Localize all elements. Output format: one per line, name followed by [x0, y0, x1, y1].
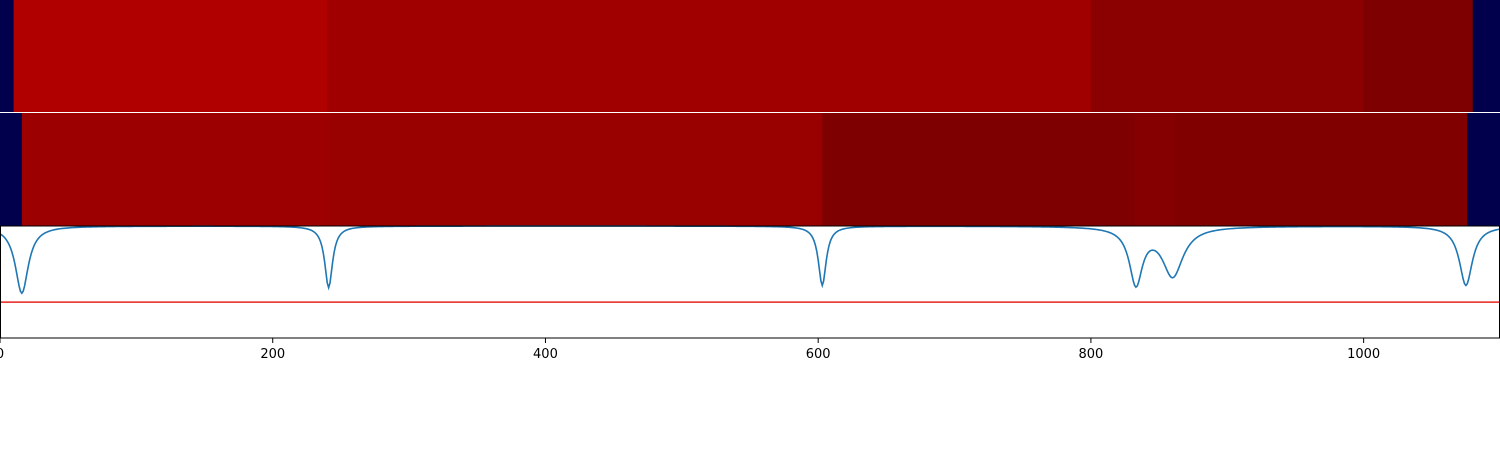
heatmap-cell-6	[1467, 113, 1500, 226]
heatmap-cell-1	[21, 113, 331, 226]
x-tick-label-5: 1000	[1347, 347, 1380, 362]
heatmap-cell-4	[1134, 113, 1176, 226]
heatmap-middle	[0, 113, 1500, 226]
heatmap-cell-2	[330, 113, 823, 226]
heatmap-cell-1	[13, 0, 328, 112]
x-tick-label-1: 200	[260, 347, 285, 362]
heatmap-cell-5	[1472, 0, 1500, 112]
x-axis: 0 200 400 600 800 1000	[0, 338, 1380, 362]
plot-area	[0, 226, 1500, 338]
heatmap-cell-2	[327, 0, 1092, 112]
x-tick-label-4: 800	[1078, 347, 1103, 362]
heatmap-cell-5	[1175, 113, 1468, 226]
heatmap-top	[0, 0, 1500, 112]
line-plot: 0 200 400 600 800 1000	[0, 225, 1500, 362]
x-tick-label-3: 600	[806, 347, 831, 362]
heatmap-cell-0	[0, 113, 23, 226]
x-tick-label-0: 0	[0, 347, 4, 362]
heatmap-cell-0	[0, 0, 15, 112]
x-tick-label-2: 400	[533, 347, 558, 362]
heatmap-cell-4	[1363, 0, 1474, 112]
heatmap-cell-3	[1090, 0, 1365, 112]
heatmap-cell-3	[822, 113, 1136, 226]
